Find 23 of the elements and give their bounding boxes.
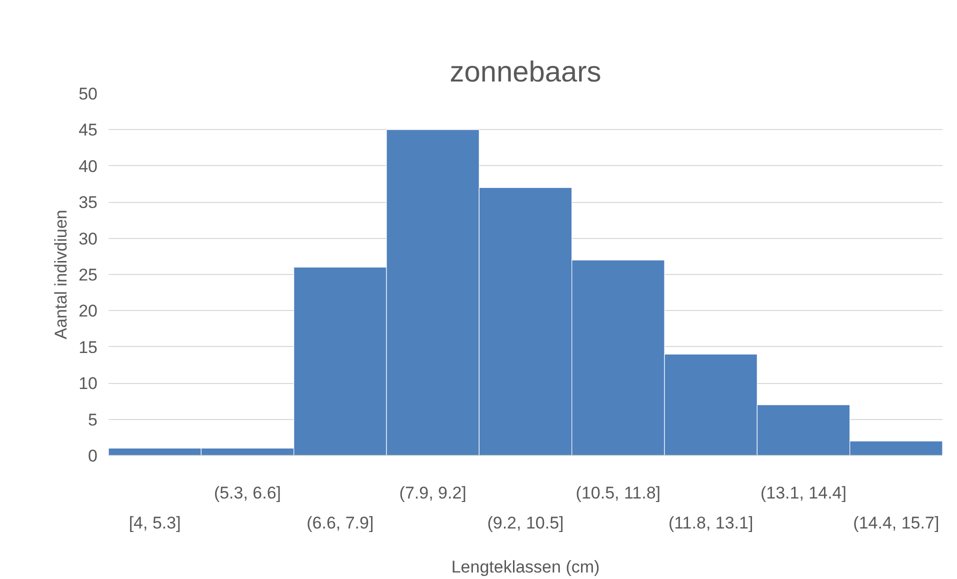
y-axis-title: Aantal indivdiuen xyxy=(52,210,71,340)
x-tick-label: (9.2, 10.5] xyxy=(487,514,564,532)
x-tick-label: (6.6, 7.9] xyxy=(306,514,374,532)
x-tick-label: (13.1, 14.4] xyxy=(760,484,847,502)
x-tick-label: (11.8, 13.1] xyxy=(668,514,754,532)
x-tick-label: (7.9, 9.2] xyxy=(399,484,466,502)
y-tick-label: 15 xyxy=(78,338,98,357)
x-axis-title: Lengteklassen (cm) xyxy=(451,558,600,576)
x-tick-label: (5.3, 6.6] xyxy=(214,484,282,502)
x-tick-label: [4, 5.3] xyxy=(128,514,181,532)
x-tick-label: (14.4, 15.7] xyxy=(853,514,940,532)
y-tick-label: 40 xyxy=(78,156,98,176)
y-tick-label: 25 xyxy=(78,266,98,284)
y-tick-label: 5 xyxy=(88,410,98,430)
y-tick-label: 0 xyxy=(88,446,98,466)
y-tick-label: 10 xyxy=(78,374,98,394)
x-tick-label: (10.5, 11.8] xyxy=(576,484,661,502)
y-tick-label: 20 xyxy=(78,302,98,321)
y-tick-label: 35 xyxy=(78,193,98,212)
chart-title: zonnebaars xyxy=(450,56,602,88)
y-tick-label: 30 xyxy=(78,229,98,248)
y-tick-label: 50 xyxy=(78,84,98,104)
y-tick-label: 45 xyxy=(78,120,98,140)
